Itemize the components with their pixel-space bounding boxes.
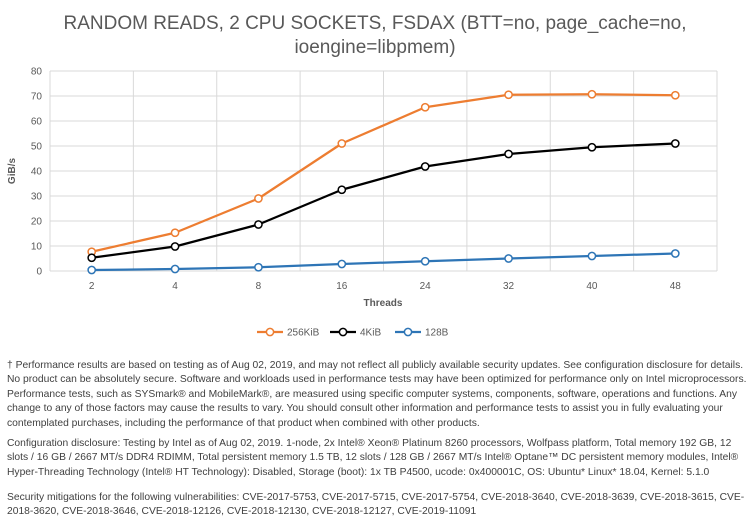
chart-title-line-1: RANDOM READS, 2 CPU SOCKETS, FSDAX (BTT=… (63, 13, 686, 34)
data-point-256kib (670, 90, 680, 100)
y-axis-label: GiB/s (7, 158, 18, 185)
x-tick-label: 40 (586, 281, 598, 292)
x-tick-label: 24 (420, 281, 432, 292)
data-point-128b (254, 262, 263, 272)
series-group (87, 89, 680, 275)
series-line-4kib (91, 142, 676, 259)
x-tick-label: 8 (256, 281, 262, 292)
legend-marker-icon (265, 327, 275, 337)
y-tick-label: 0 (36, 267, 42, 278)
x-tick-label: 4 (172, 281, 178, 292)
x-axis-label: Threads (364, 298, 403, 309)
y-tick-label: 70 (31, 92, 43, 103)
y-tick-label: 20 (31, 217, 43, 228)
legend-item-128b: 128B (395, 328, 449, 339)
chart-title-line-2: ioengine=libpmem) (294, 37, 455, 58)
data-point-128b (420, 256, 430, 266)
data-point-128b (87, 265, 97, 275)
x-tick-label: 2 (89, 281, 95, 292)
x-tick-label: 48 (670, 281, 682, 292)
legend-item-256kib: 256KiB (257, 328, 320, 339)
y-tick-label: 40 (31, 167, 43, 178)
data-point-128b (587, 251, 597, 261)
performance-disclaimer: † Performance results are based on testi… (7, 360, 747, 429)
data-point-4kib (170, 242, 180, 251)
legend-item-4kib: 4KiB (330, 328, 381, 339)
data-point-128b (670, 249, 680, 258)
data-point-256kib (420, 102, 430, 112)
x-tick-label: 16 (336, 281, 348, 292)
series-line-256kib (91, 93, 676, 253)
data-point-256kib (170, 228, 180, 238)
legend-label: 4KiB (360, 328, 381, 339)
legend-marker-icon (338, 327, 348, 337)
security-mitigations: Security mitigations for the following v… (7, 492, 745, 518)
series-line-128b (91, 252, 676, 272)
data-point-128b (170, 264, 180, 274)
data-point-4kib (87, 253, 97, 263)
y-tick-label: 30 (31, 192, 43, 203)
configuration-disclosure: Configuration disclosure: Testing by Int… (7, 438, 739, 478)
data-point-4kib (254, 220, 263, 229)
legend-marker-icon (403, 327, 413, 337)
x-axis-ticks: 2 4 8 16 24 32 40 48 (89, 281, 681, 292)
gridlines (49, 70, 718, 272)
line-chart: RANDOM READS, 2 CPU SOCKETS, FSDAX (BTT=… (7, 13, 718, 339)
legend-label: 128B (425, 328, 449, 339)
data-point-4kib (504, 149, 513, 159)
data-point-128b (337, 259, 347, 269)
data-point-4kib (337, 185, 347, 195)
data-point-256kib (504, 90, 513, 100)
data-point-4kib (670, 139, 680, 148)
data-point-4kib (420, 162, 430, 171)
series-4kib (87, 139, 680, 263)
y-tick-label: 80 (31, 67, 43, 78)
y-axis-ticks: 0 10 20 30 40 50 60 70 80 (31, 67, 43, 278)
legend: 256KiB 4KiB 128B (257, 328, 449, 339)
series-128b (87, 249, 680, 275)
data-point-256kib (337, 139, 347, 148)
y-tick-label: 10 (31, 242, 43, 253)
x-tick-label: 32 (503, 281, 515, 292)
legend-label: 256KiB (287, 328, 320, 339)
y-tick-label: 50 (31, 142, 43, 153)
y-tick-label: 60 (31, 117, 43, 128)
data-point-128b (504, 254, 513, 263)
data-point-256kib (254, 194, 263, 203)
data-point-4kib (587, 142, 597, 152)
series-256kib (87, 89, 680, 257)
data-point-256kib (587, 89, 597, 99)
